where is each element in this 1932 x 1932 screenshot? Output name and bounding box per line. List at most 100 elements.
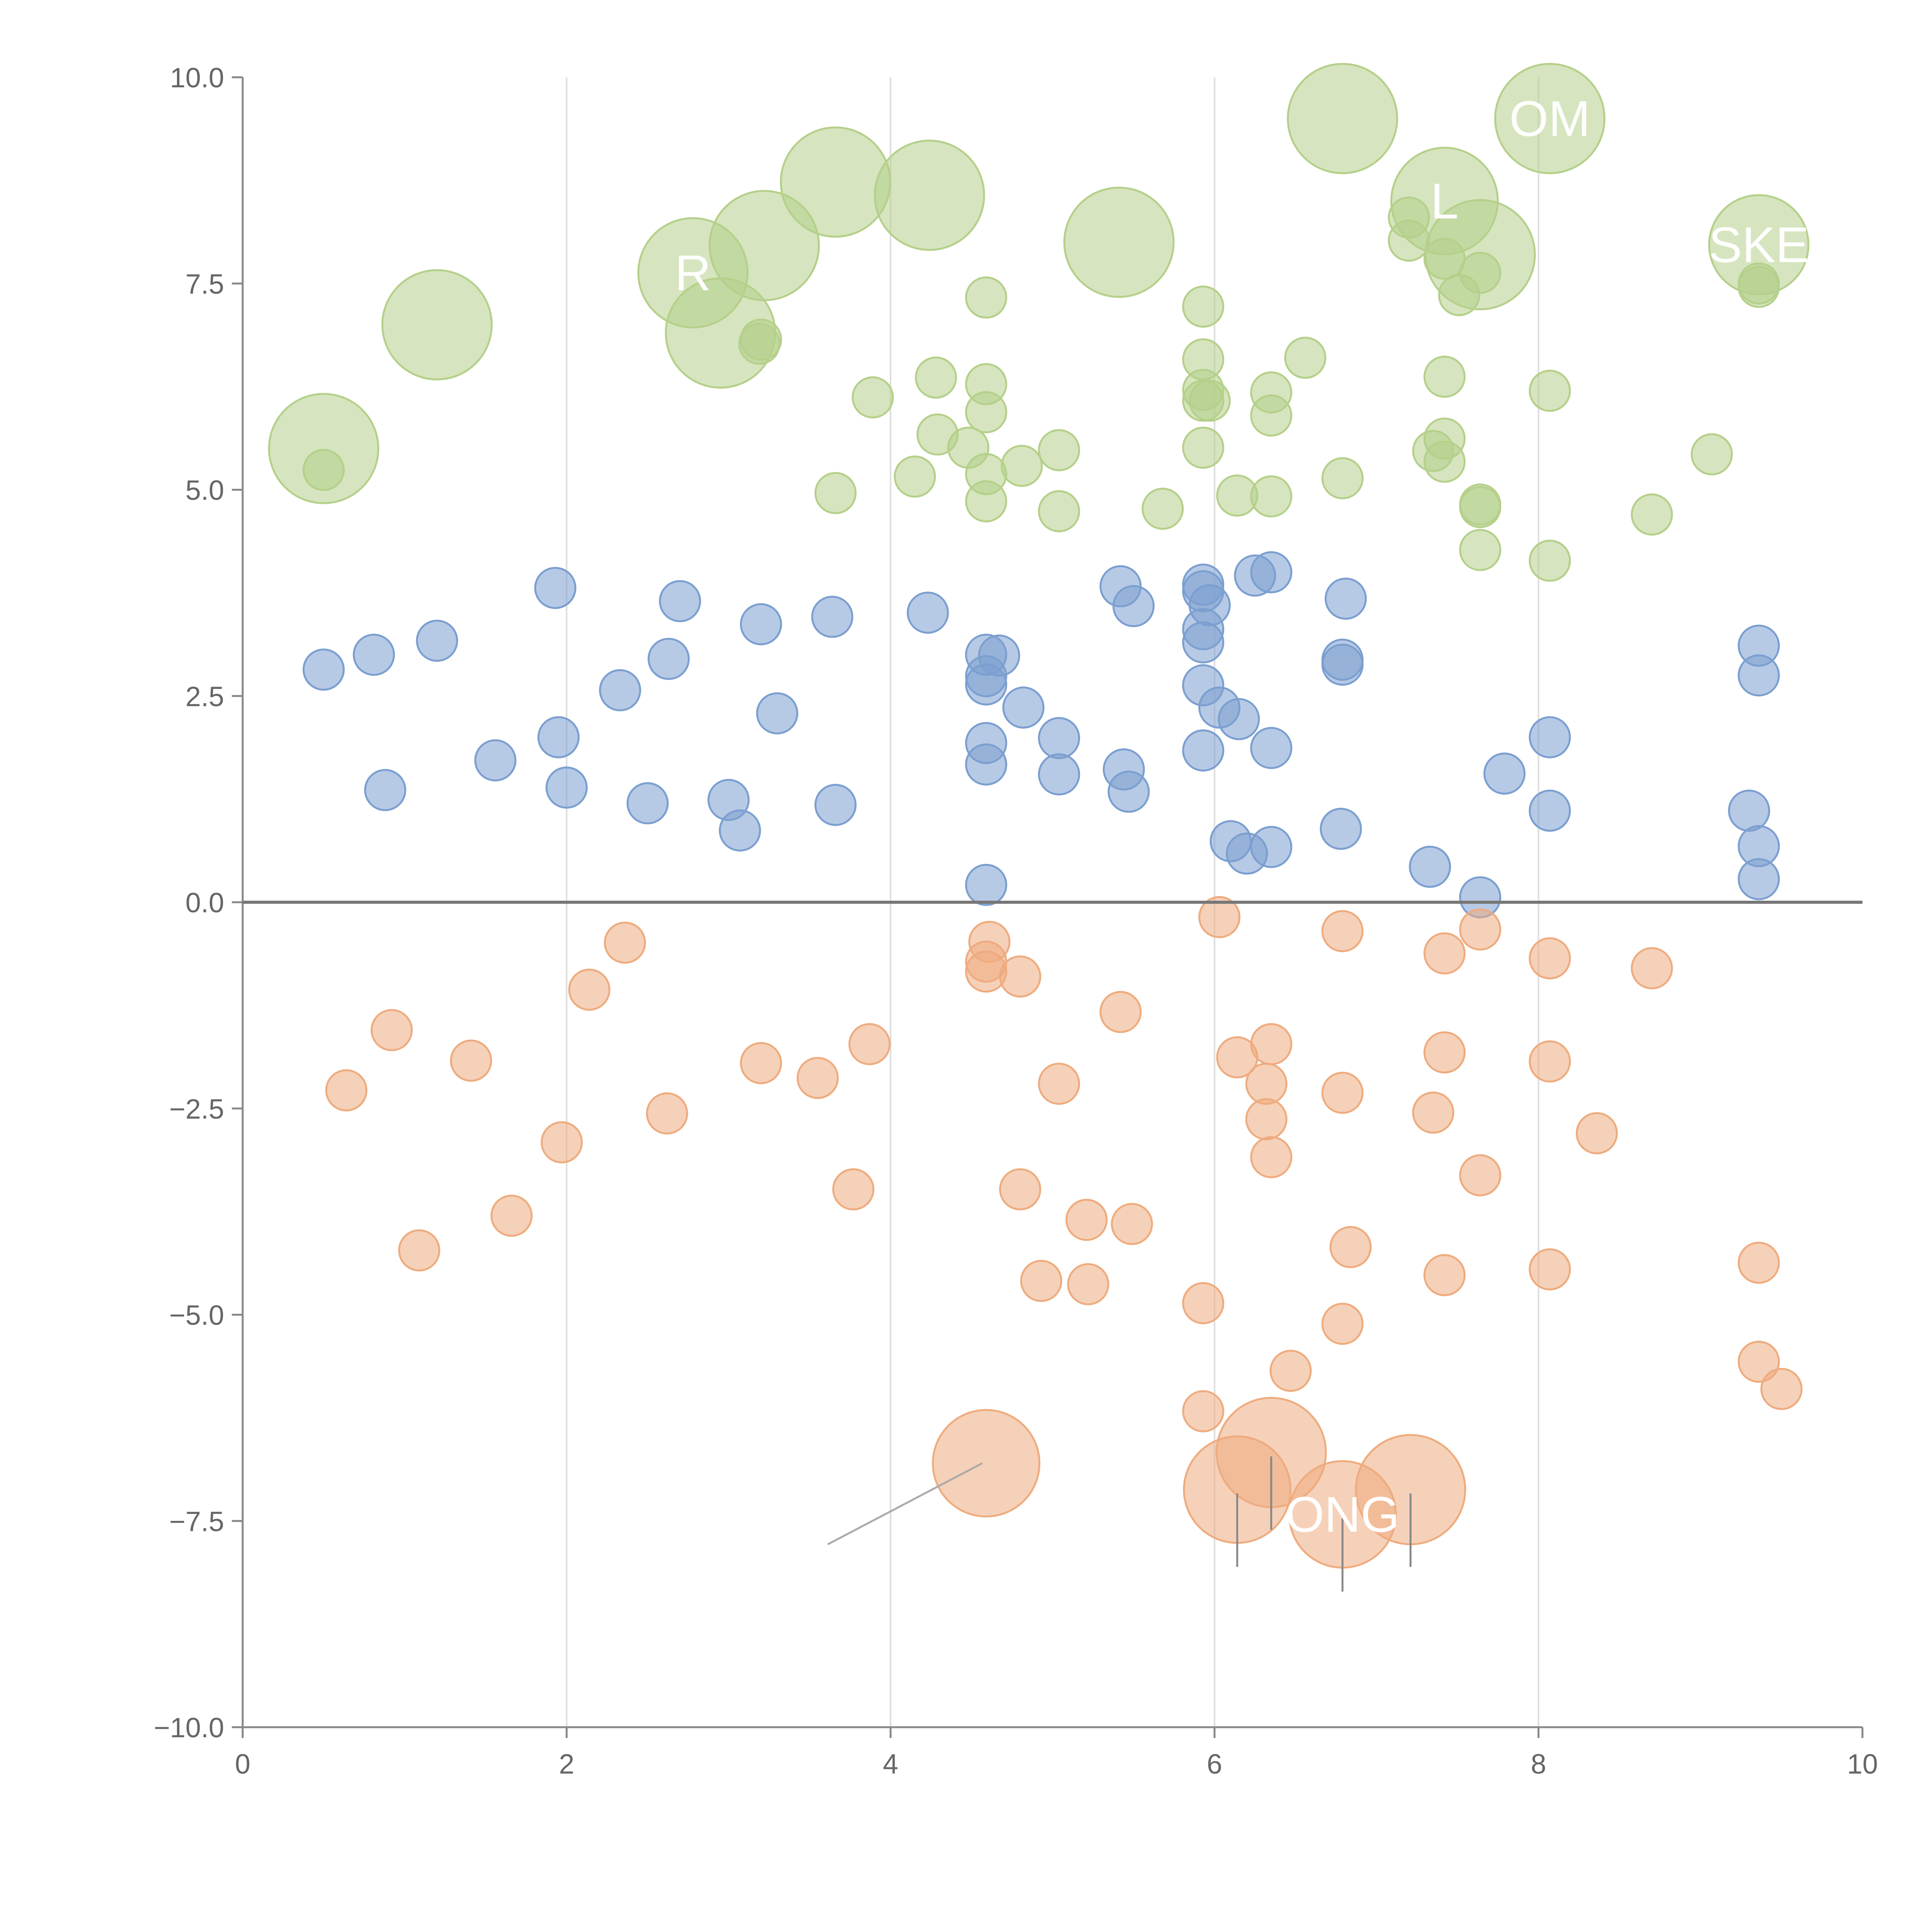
data-point-blue: [364, 769, 406, 811]
labeled-bubble-green: [874, 139, 985, 251]
data-point-orange: [1423, 932, 1466, 975]
data-point-blue: [1189, 584, 1231, 626]
x-tick-label: 8: [1531, 1749, 1546, 1780]
data-point-orange: [398, 1229, 440, 1272]
data-point-orange: [796, 1057, 839, 1099]
data-point-orange: [999, 1168, 1041, 1211]
data-point-blue: [1738, 624, 1780, 667]
data-point-blue: [1218, 698, 1260, 740]
data-point-orange: [1020, 1260, 1063, 1302]
data-point-green: [1000, 445, 1043, 487]
data-point-green: [1631, 493, 1673, 536]
data-point-blue: [626, 782, 669, 825]
data-point-blue: [534, 567, 577, 609]
y-tick-label: 2.5: [185, 681, 224, 712]
data-point-orange: [1459, 1154, 1502, 1197]
x-ticks: 0 2 4 6 8 10: [235, 1727, 1878, 1780]
bubble-label: R: [675, 245, 711, 301]
data-point-orange: [1459, 908, 1502, 951]
data-point-blue: [719, 809, 761, 852]
data-point-green: [1182, 338, 1225, 381]
data-point-blue: [1250, 727, 1293, 769]
data-point-blue: [1107, 770, 1150, 813]
y-tick-label: −5.0: [169, 1300, 224, 1331]
data-point-orange: [1182, 1282, 1225, 1325]
data-point-orange: [740, 1042, 782, 1084]
data-point-green: [1189, 379, 1231, 422]
data-point-green: [1423, 417, 1466, 460]
data-point-green: [965, 453, 1007, 495]
data-point-green: [1423, 355, 1466, 398]
data-point-green: [1250, 371, 1293, 414]
label-leader-line: [827, 1462, 983, 1546]
data-point-orange: [1321, 910, 1364, 952]
data-point-green: [1038, 429, 1080, 471]
data-point-green: [915, 356, 957, 399]
data-point-orange: [1321, 1071, 1364, 1114]
data-point-blue: [1182, 729, 1225, 772]
data-point-blue: [756, 692, 798, 735]
data-point-green: [1250, 475, 1293, 518]
data-point-orange: [604, 922, 646, 964]
data-point-orange: [1412, 1091, 1454, 1134]
data-point-orange: [1631, 947, 1673, 990]
data-point-green: [814, 472, 857, 514]
data-point-orange: [1529, 1040, 1571, 1083]
data-point-orange: [1329, 1226, 1372, 1268]
data-point-blue: [1529, 716, 1571, 759]
data-point-orange: [490, 1194, 533, 1237]
data-point-green: [1529, 539, 1571, 582]
data-point-green: [1459, 529, 1502, 571]
data-point-blue: [1738, 825, 1780, 867]
bubble-label: L: [1430, 173, 1458, 229]
y-tick-label: −2.5: [169, 1094, 224, 1125]
data-point-orange: [1038, 1063, 1080, 1105]
data-point-green: [852, 376, 894, 418]
data-point-orange: [1760, 1368, 1803, 1410]
data-point-green: [1459, 483, 1502, 526]
data-point-blue: [1038, 753, 1080, 796]
data-point-blue: [965, 722, 1007, 764]
data-point-orange: [999, 955, 1041, 998]
data-point-green: [1141, 488, 1184, 530]
data-point-orange: [1182, 1390, 1225, 1432]
data-point-blue: [740, 603, 782, 646]
data-point-green: [965, 276, 1007, 319]
data-point-green: [1284, 337, 1327, 379]
data-point-blue: [545, 766, 588, 809]
y-tick-label: −10.0: [154, 1713, 224, 1743]
data-point-green: [1321, 457, 1364, 500]
data-point-orange: [1321, 1303, 1364, 1345]
data-point-orange: [371, 1009, 413, 1051]
y-tick-label: 7.5: [185, 269, 224, 300]
data-point-orange: [1111, 1203, 1153, 1245]
label-leaders: [827, 1456, 1412, 1592]
data-point-blue: [1038, 717, 1080, 759]
data-point-blue: [1529, 789, 1571, 832]
x-tick-label: 4: [883, 1749, 898, 1780]
data-point-blue: [814, 784, 857, 826]
data-point-blue: [353, 634, 395, 676]
x-tick-label: 10: [1847, 1749, 1878, 1780]
data-point-orange: [1529, 1248, 1571, 1291]
labeled-bubble-green: [1063, 187, 1175, 298]
data-point-orange: [646, 1092, 688, 1135]
data-point-green: [1182, 427, 1225, 469]
data-point-orange: [1738, 1242, 1780, 1284]
data-point-orange: [1269, 1350, 1312, 1392]
labeled-bubble-green: [381, 269, 493, 381]
data-point-orange: [848, 1023, 891, 1065]
data-point-green: [894, 455, 936, 498]
data-point-blue: [811, 595, 854, 638]
data-point-blue: [1728, 789, 1770, 832]
data-point-orange: [568, 968, 611, 1011]
y-tick-label: 0.0: [185, 888, 224, 918]
data-point-orange: [1250, 1023, 1293, 1065]
data-point-orange: [1099, 991, 1142, 1033]
data-point-blue: [474, 739, 517, 782]
data-point-green: [1182, 286, 1225, 328]
data-point-blue: [647, 638, 690, 680]
data-point-orange: [1529, 937, 1571, 980]
data-point-green: [965, 363, 1007, 405]
